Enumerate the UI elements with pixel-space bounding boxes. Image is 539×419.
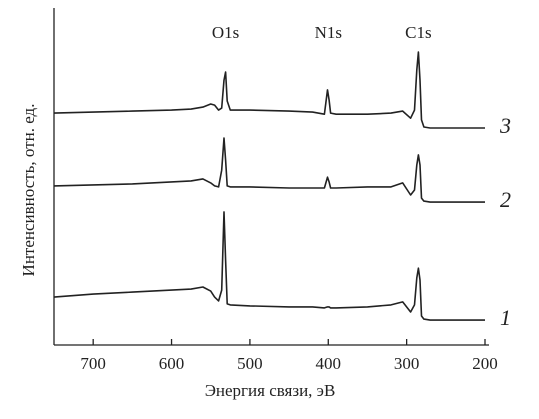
peak-label: C1s [405,23,431,42]
x-tick-label: 500 [237,354,263,373]
series-label: 2 [500,187,511,212]
peak-label: O1s [212,23,239,42]
series-label: 3 [499,113,511,138]
x-tick-label: 200 [472,354,498,373]
x-tick-label: 400 [316,354,342,373]
spectrum-line [53,137,485,203]
spectrum-line [53,211,485,321]
x-tick-label: 700 [80,354,106,373]
series-label: 1 [500,305,511,330]
y-axis-label: Интенсивность, отн. ед. [19,104,38,277]
spectrum-line [53,51,485,129]
x-tick-label: 600 [159,354,185,373]
x-axis-label: Энергия связи, эВ [205,381,336,400]
x-tick-label: 300 [394,354,420,373]
peak-label: N1s [315,23,342,42]
